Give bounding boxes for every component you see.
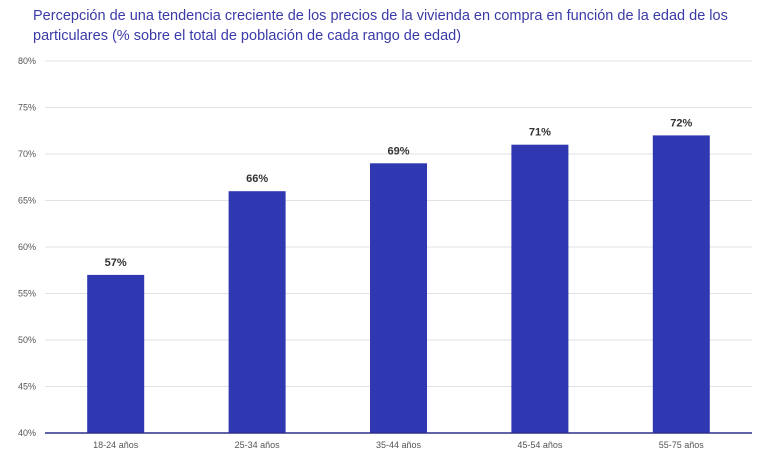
y-tick-label: 40% bbox=[18, 428, 36, 438]
data-label: 66% bbox=[246, 173, 268, 185]
y-tick-label: 70% bbox=[18, 149, 36, 159]
y-tick-label: 75% bbox=[18, 103, 36, 113]
data-label: 57% bbox=[105, 257, 127, 269]
data-labels: 57% 66% 69% 71% 72% bbox=[105, 117, 693, 269]
x-tick-label: 45-54 años bbox=[517, 440, 563, 450]
y-tick-label: 45% bbox=[18, 382, 36, 392]
data-label: 69% bbox=[387, 145, 409, 157]
y-tick-label: 50% bbox=[18, 335, 36, 345]
y-axis-ticks: 40% 45% 50% 55% 60% 65% 70% 75% 80% bbox=[18, 56, 36, 438]
y-tick-label: 55% bbox=[18, 289, 36, 299]
bar bbox=[87, 274, 145, 433]
y-tick-label: 65% bbox=[18, 196, 36, 206]
bar bbox=[511, 144, 569, 433]
data-label: 72% bbox=[670, 117, 692, 129]
bar bbox=[652, 135, 710, 433]
bar-series bbox=[87, 135, 710, 434]
y-tick-label: 80% bbox=[18, 56, 36, 66]
x-axis-ticks: 18-24 años 25-34 años 35-44 años 45-54 años… bbox=[93, 440, 704, 450]
bar bbox=[370, 163, 427, 434]
x-tick-label: 25-34 años bbox=[235, 440, 281, 450]
data-label: 71% bbox=[529, 127, 551, 139]
bar bbox=[228, 191, 286, 433]
chart-title: Percepción de una tendencia creciente de… bbox=[33, 8, 728, 44]
grid-layer bbox=[45, 60, 752, 387]
x-tick-label: 18-24 años bbox=[93, 440, 139, 450]
x-tick-label: 55-75 años bbox=[659, 440, 705, 450]
y-tick-label: 60% bbox=[18, 242, 36, 252]
x-tick-label: 35-44 años bbox=[376, 440, 422, 450]
